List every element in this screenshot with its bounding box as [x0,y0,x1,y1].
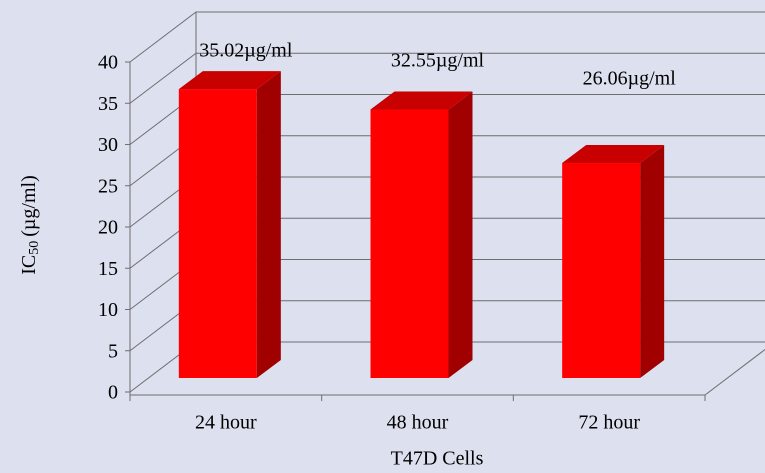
bar [562,163,641,378]
x-tick-label: 24 hour [195,412,257,434]
y-tick-label: 0 [108,382,118,404]
bar [370,109,449,379]
bar-side [448,91,473,379]
y-tick-label: 35 [98,93,118,115]
y-tick-label: 40 [98,52,118,74]
y-axis-title: IC50 (µg/ml) [18,175,43,275]
y-title-unit: (µg/ml) [18,175,40,237]
y-axis-title-text: IC50 (µg/ml) [18,175,43,275]
bar [178,89,257,379]
y-tick-label: 10 [98,299,118,321]
x-axis-title: T47D Cells [391,448,484,470]
y-tick-label: 30 [98,134,118,156]
y-title-main: IC [18,255,40,275]
y-tick-label: 5 [108,340,118,362]
bar-top [178,71,281,90]
y-tick-label: 25 [98,175,118,197]
grid-line [129,11,765,63]
grid-line [129,52,765,104]
bar-top [562,145,665,164]
y-title-sub: 50 [27,241,42,255]
x-tick-label: 72 hour [578,412,640,434]
x-tick-label: 48 hour [387,412,449,434]
data-label: 35.02µg/ml [199,40,293,62]
bar-side [640,145,665,378]
y-tick-label: 15 [98,258,118,280]
data-label: 32.55µg/ml [391,50,485,72]
data-label: 26.06µg/ml [583,68,677,90]
bar-top [370,91,473,110]
bar-side [256,71,281,379]
y-tick-label: 20 [98,217,118,239]
